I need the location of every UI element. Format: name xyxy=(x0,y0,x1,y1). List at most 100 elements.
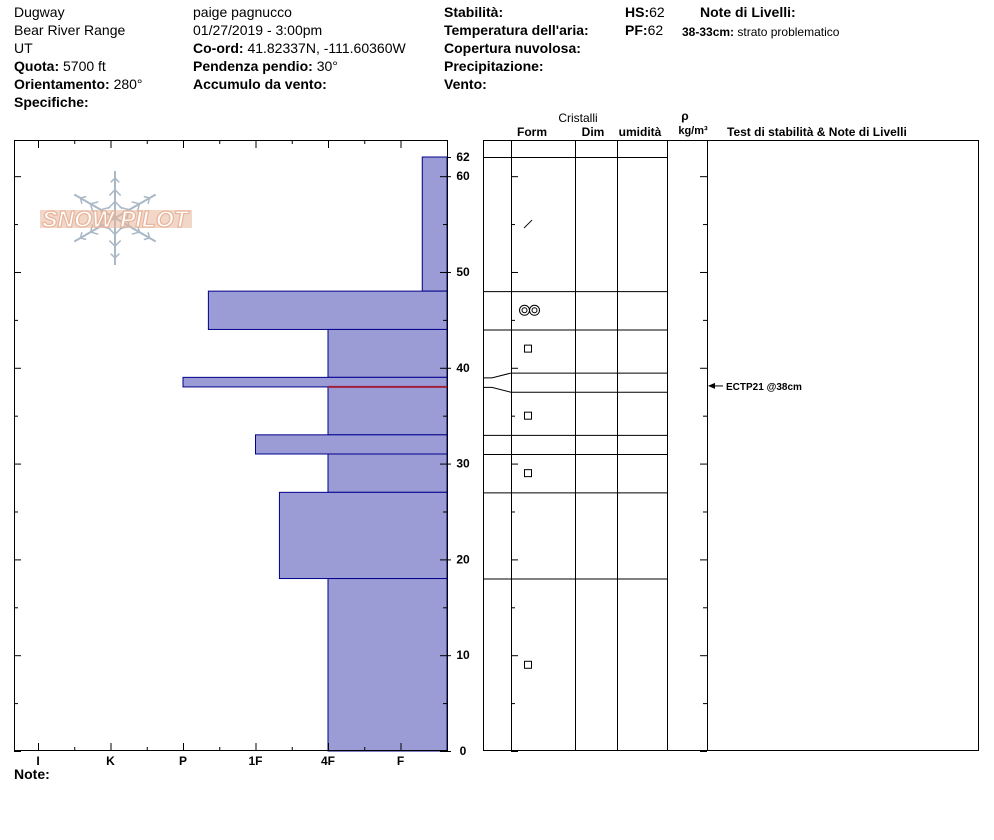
hardness-label-4F: 4F xyxy=(321,754,335,768)
slope-label: Pendenza pendio: xyxy=(193,58,313,74)
hardness-label-1F: 1F xyxy=(248,754,262,768)
pf-label: PF: xyxy=(625,22,648,38)
decomposing-fragment-icon-b-1 xyxy=(521,307,528,314)
stability-test-arrow-icon xyxy=(708,382,715,389)
hardness-scale-labels: I K P 1F 4F F xyxy=(36,754,404,768)
aspect-label: Orientamento: xyxy=(14,76,110,92)
flake-branch-0-2l xyxy=(114,177,120,183)
flake-branch-0-1r xyxy=(108,189,116,196)
coord-value: 41.82337N, -111.60360W xyxy=(247,40,406,56)
depth-label-20: 20 xyxy=(456,552,470,566)
slope-value: 30° xyxy=(316,58,338,74)
location: Dugway xyxy=(14,4,65,20)
pf: PF:62 xyxy=(625,21,663,39)
mountain-range: Bear River Range xyxy=(14,22,126,38)
depth-label-0: 0 xyxy=(460,744,467,758)
layer-note-range: 38-33cm: xyxy=(682,25,735,39)
layer-notes-label: Note di Livelli: xyxy=(700,4,796,20)
decomposing-fragment-icon-a-1 xyxy=(519,304,530,316)
hardness-bar-1 xyxy=(207,290,448,330)
hardness-label-I: I xyxy=(36,754,39,768)
logo-band xyxy=(40,210,192,228)
aspect-value: 280° xyxy=(113,76,143,92)
air-temp-label: Temperatura dell'aria: xyxy=(444,22,589,38)
flake-branch-5-0l xyxy=(100,206,111,211)
hardness-label-F: F xyxy=(397,754,404,768)
flake-branch-1-2l xyxy=(147,197,151,205)
datetime: 01/27/2019 - 3:00pm xyxy=(193,22,323,38)
coordinates: Co-ord: 41.82337N, -111.60360W xyxy=(193,39,406,57)
wind-loading-label: Accumulo da vento: xyxy=(193,76,327,92)
flake-branch-3-0r xyxy=(114,226,123,235)
layer-table-rows xyxy=(483,157,668,580)
hardness-label-K: K xyxy=(106,754,115,768)
flake-branch-4-2r xyxy=(80,237,87,241)
flake-branch-4-1r xyxy=(90,231,99,235)
hardness-bar-3 xyxy=(182,376,448,388)
stability-label: Stabilità: xyxy=(444,4,504,20)
stability-notes-header: Test di stabilità & Note di Livelli xyxy=(727,125,907,139)
layer-note-text: strato problematico xyxy=(737,25,840,39)
specifics-label: Specifiche: xyxy=(14,94,89,110)
aspect: Orientamento: 280° xyxy=(14,75,143,93)
depth-label-60: 60 xyxy=(456,169,470,183)
hardness-bar-5 xyxy=(255,434,448,455)
faceted-crystal-icon-5 xyxy=(524,660,532,669)
slope: Pendenza pendio: 30° xyxy=(193,57,338,75)
rho-header: ρ xyxy=(681,109,688,123)
flake-branch-0-1l xyxy=(114,189,122,196)
elevation-label: Quota: xyxy=(14,58,60,74)
wind-label: Vento: xyxy=(444,76,487,92)
flake-branch-3-1r xyxy=(114,240,122,247)
snow-pilot-logo: SNOW PILOT xyxy=(40,171,192,265)
coord-label: Co-ord: xyxy=(193,40,244,56)
depth-label-40: 40 xyxy=(456,361,470,375)
hardness-plot-ticks xyxy=(14,140,447,752)
flake-branch-4-2l xyxy=(79,231,83,239)
faceted-crystal-icon-4 xyxy=(524,469,532,478)
hardness-bar-0 xyxy=(421,156,448,292)
precipitation-particle-icon-0 xyxy=(523,219,533,229)
flake-branch-2-1l xyxy=(131,231,140,235)
flake-branch-1-2r xyxy=(143,195,150,199)
hardness-bar-2 xyxy=(327,328,448,378)
elevation-value: 5700 ft xyxy=(63,58,106,74)
flake-branch-5-2r xyxy=(79,197,83,205)
flake-branch-5-1l xyxy=(90,201,99,205)
hardness-layers xyxy=(182,156,448,752)
crystals-header: Cristalli xyxy=(558,111,597,125)
hardness-bar-7 xyxy=(278,491,448,580)
hs-label: HS: xyxy=(625,4,650,20)
depth-label-30: 30 xyxy=(456,457,470,471)
decomposing-fragment-icon-c-1 xyxy=(529,304,540,316)
flake-branch-1-1r xyxy=(131,201,140,205)
flake-branch-3-1l xyxy=(108,240,116,247)
layer-note: 38-33cm: strato problematico xyxy=(682,23,839,41)
faceted-crystal-icon-2 xyxy=(524,344,532,353)
logo-text: SNOW PILOT xyxy=(42,206,190,232)
notes-label: Note: xyxy=(14,766,50,782)
elevation: Quota: 5700 ft xyxy=(14,57,106,75)
stability-test-text: ECTP21 @38cm xyxy=(726,382,802,393)
flake-branch-1-0r xyxy=(119,206,130,211)
hs-value: 62 xyxy=(649,4,665,20)
state: UT xyxy=(14,40,33,56)
precipitation-label: Precipitazione: xyxy=(444,58,544,74)
hardness-bar-8 xyxy=(327,578,448,752)
flake-branch-3-2r xyxy=(114,253,120,259)
crystal-form-symbols xyxy=(519,219,540,669)
flake-branch-2-2l xyxy=(143,237,150,241)
hardness-bar-6 xyxy=(327,453,448,493)
depth-axis: 0 10 20 30 40 50 60 62 xyxy=(447,150,470,758)
flake-branch-3-2l xyxy=(110,253,116,259)
table-connector-3 xyxy=(483,372,512,379)
depth-label-10: 10 xyxy=(456,648,470,662)
hardness-bar-4 xyxy=(327,386,448,436)
hardness-label-P: P xyxy=(179,754,187,768)
size-header: Dim xyxy=(582,125,605,139)
cloud-cover-label: Copertura nuvolosa: xyxy=(444,40,581,56)
depth-label-62: 62 xyxy=(456,150,470,164)
density-unit-header: kg/m³ xyxy=(678,125,708,137)
snowflake-icon xyxy=(40,171,192,265)
